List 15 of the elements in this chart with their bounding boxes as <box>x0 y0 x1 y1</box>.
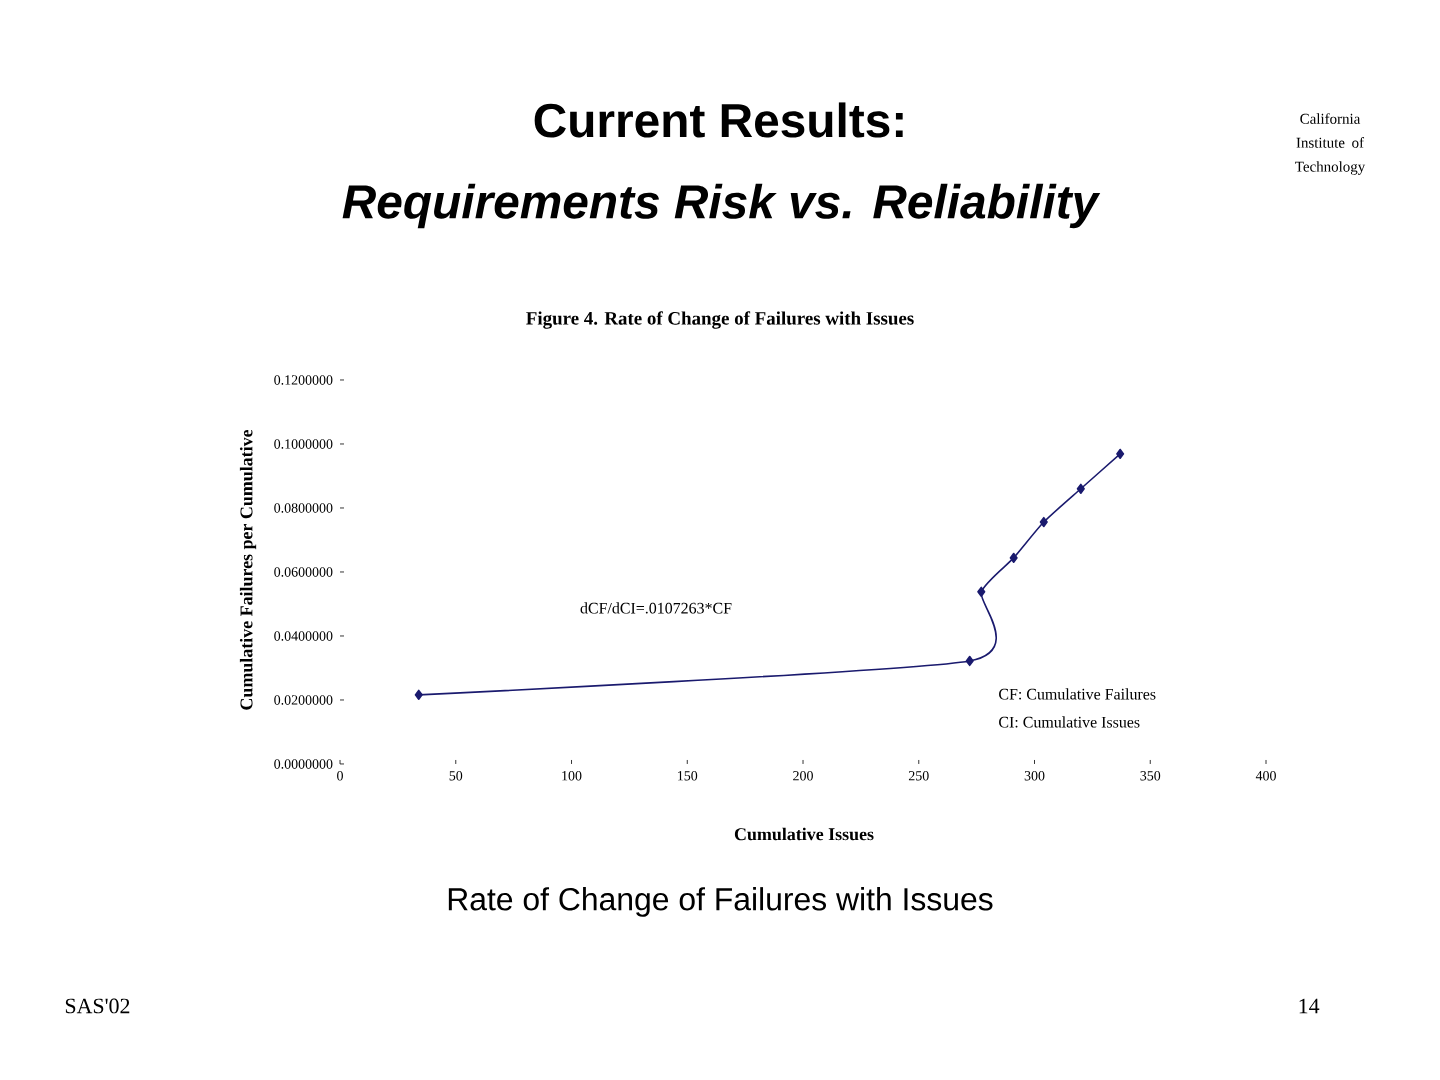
point <box>1076 483 1085 494</box>
chart-title: Figure 4. Rate of Change of Failures with Issues <box>526 311 914 329</box>
point <box>1009 552 1018 564</box>
text: SAS'02 <box>65 998 130 1014</box>
point <box>1116 448 1125 460</box>
point <box>977 586 986 597</box>
text: 14 <box>1299 998 1320 1014</box>
point <box>1039 516 1048 528</box>
point <box>965 655 974 667</box>
point <box>414 689 423 701</box>
y-axis-title: Cumulative Failures per Cumulative <box>239 429 257 710</box>
text: Current Results: <box>534 102 903 138</box>
text: Rate of Change of Failures with Issues <box>448 887 993 917</box>
text: Requirements Risk vs. Reliability <box>342 183 1101 229</box>
x-axis-title: Cumulative Issues <box>734 827 874 841</box>
